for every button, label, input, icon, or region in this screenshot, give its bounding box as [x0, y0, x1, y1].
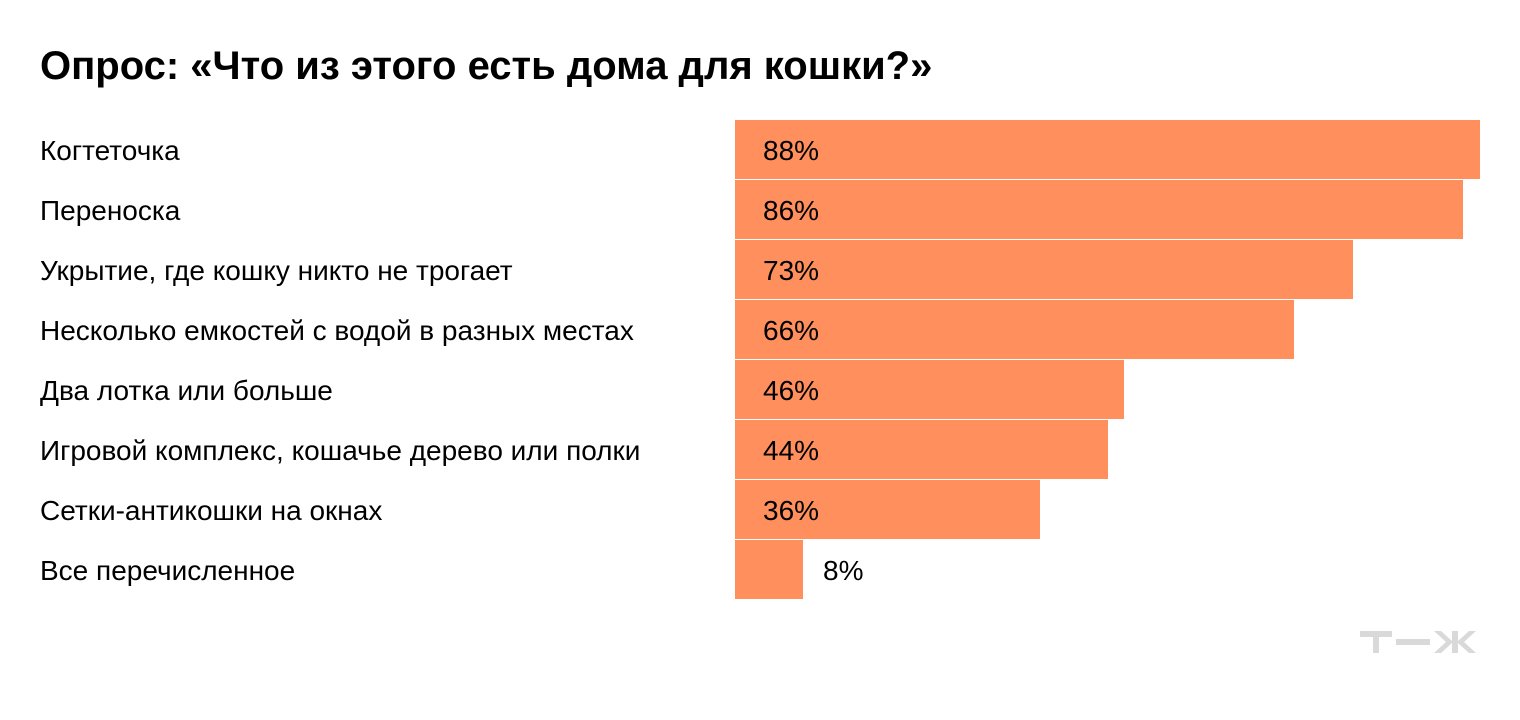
bar	[735, 480, 1040, 539]
bar	[735, 360, 1124, 419]
category-label: Несколько емкостей с водой в разных мест…	[40, 315, 634, 346]
value-label: 73%	[763, 255, 819, 286]
value-label: 46%	[763, 375, 819, 406]
value-label: 8%	[823, 555, 863, 586]
value-label: 66%	[763, 315, 819, 346]
chart-title: Опрос: «Что из этого есть дома для кошки…	[40, 44, 933, 88]
category-label: Сетки-антикошки на окнах	[40, 495, 382, 526]
category-label: Игровой комплекс, кошачье дерево или пол…	[40, 435, 640, 466]
bar	[735, 300, 1294, 359]
bar	[735, 180, 1463, 239]
bar	[735, 540, 803, 599]
category-label: Когтеточка	[40, 135, 180, 166]
tj-logo-icon	[1360, 631, 1476, 653]
category-label: Переноска	[40, 195, 181, 226]
value-label: 86%	[763, 195, 819, 226]
category-label: Укрытие, где кошку никто не трогает	[40, 255, 513, 286]
value-label: 88%	[763, 135, 819, 166]
value-label: 36%	[763, 495, 819, 526]
value-label: 44%	[763, 435, 819, 466]
category-label: Два лотка или больше	[40, 375, 333, 406]
bar	[735, 420, 1108, 479]
bar	[735, 120, 1480, 179]
bar	[735, 240, 1353, 299]
tj-logo	[1360, 628, 1478, 661]
category-label: Все перечисленное	[40, 555, 295, 586]
